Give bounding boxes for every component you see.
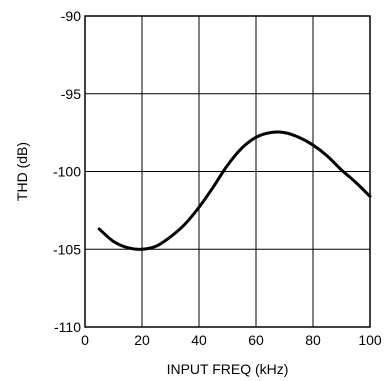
- x-axis-ticks: 0 20 40 60 80 100: [81, 332, 382, 348]
- y-axis-label: THD (dB): [14, 142, 30, 201]
- y-tick-label: -95: [61, 86, 81, 102]
- y-axis-ticks: -110 -105 -100 -95 -90: [53, 8, 81, 335]
- y-tick-label: -100: [53, 164, 81, 180]
- plot-frame: [84, 15, 371, 328]
- x-tick-label: 80: [305, 332, 321, 348]
- x-tick-label: 0: [81, 332, 89, 348]
- y-tick-label: -105: [53, 241, 81, 257]
- x-tick-label: 20: [134, 332, 150, 348]
- y-tick-label: -90: [61, 8, 81, 24]
- x-tick-label: 100: [358, 332, 382, 348]
- y-tick-label: -110: [54, 319, 81, 335]
- x-tick-label: 40: [191, 332, 207, 348]
- thd-series-line: [97, 130, 372, 251]
- series-layer: [97, 130, 372, 251]
- x-tick-label: 60: [248, 332, 264, 348]
- grid: [84, 15, 371, 328]
- x-axis-label: INPUT FREQ (kHz): [167, 361, 289, 377]
